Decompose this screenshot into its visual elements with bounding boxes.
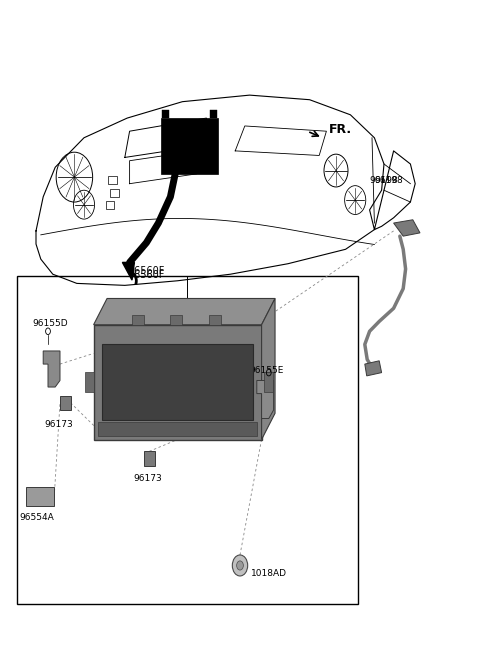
- Bar: [60, 396, 71, 410]
- FancyBboxPatch shape: [94, 325, 262, 440]
- Text: 96198: 96198: [374, 176, 403, 185]
- Bar: [161, 118, 218, 174]
- Polygon shape: [43, 351, 60, 387]
- Bar: [26, 487, 54, 506]
- Polygon shape: [94, 298, 275, 325]
- Text: 96554A: 96554A: [19, 513, 54, 522]
- Text: 96198: 96198: [370, 176, 398, 185]
- Bar: [85, 373, 94, 392]
- Bar: [108, 176, 117, 184]
- Polygon shape: [262, 298, 275, 440]
- Polygon shape: [365, 361, 382, 376]
- Bar: [170, 315, 182, 325]
- Circle shape: [232, 555, 248, 576]
- Bar: [17, 276, 358, 604]
- Text: 96560F: 96560F: [128, 270, 165, 280]
- Text: 96155E: 96155E: [250, 366, 284, 375]
- Bar: [144, 451, 155, 466]
- Bar: [106, 201, 114, 209]
- Bar: [102, 344, 253, 420]
- Circle shape: [237, 561, 243, 570]
- Polygon shape: [257, 380, 274, 419]
- Bar: [98, 422, 257, 436]
- Bar: [264, 373, 273, 392]
- Bar: [209, 315, 221, 325]
- Bar: [162, 110, 169, 118]
- Polygon shape: [394, 220, 420, 236]
- Text: FR.: FR.: [329, 123, 352, 136]
- Text: 96173: 96173: [133, 474, 162, 483]
- Bar: [210, 110, 217, 118]
- Text: 1018AD: 1018AD: [251, 569, 287, 579]
- Text: 96560F: 96560F: [128, 266, 165, 276]
- Text: 96155D: 96155D: [33, 319, 68, 328]
- Polygon shape: [122, 262, 134, 280]
- Bar: [132, 315, 144, 325]
- Bar: [110, 189, 119, 197]
- Text: 96173: 96173: [44, 420, 73, 429]
